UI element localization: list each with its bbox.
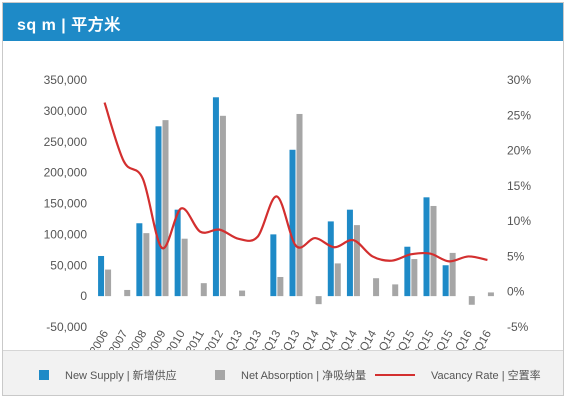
y2-tick-label: 5% <box>507 249 525 263</box>
y2-tick-label: 0% <box>507 285 525 299</box>
bar-net-absorption <box>353 225 360 297</box>
legend-item-net-absorption: Net Absorption | 净吸纳量 <box>215 367 366 383</box>
y-tick-label: 300,000 <box>44 104 88 118</box>
y-tick-label: 250,000 <box>44 135 88 149</box>
y2-tick-label: 30% <box>507 73 531 87</box>
y2-tick-label: 20% <box>507 144 531 158</box>
bar-net-absorption <box>239 290 246 297</box>
y-tick-label: 50,000 <box>50 258 87 272</box>
legend-swatch-new-supply <box>39 370 49 380</box>
bar-net-absorption <box>277 276 284 297</box>
bar-net-absorption <box>334 263 341 297</box>
vacancy-rate-line <box>103 102 488 263</box>
bar-net-absorption <box>296 113 303 297</box>
y2-tick-label: 15% <box>507 179 531 193</box>
chart-unit-title: sq m | 平方米 <box>17 17 121 34</box>
bar-new-supply <box>174 209 181 297</box>
y2-tick-label: 10% <box>507 214 531 228</box>
legend-item-vacancy-rate: Vacancy Rate | 空置率 <box>375 367 541 383</box>
bar-new-supply <box>423 197 430 297</box>
bar-new-supply <box>212 97 219 297</box>
chart-card: sq m | 平方米 -50,000 0 50,000 100,000 150,000 2… <box>2 2 564 396</box>
combo-chart: -50,000 0 50,000 100,000 150,000 200,000 250,0… <box>44 73 532 355</box>
bar-net-absorption <box>162 120 169 297</box>
bar-net-absorption <box>105 269 112 297</box>
bar-new-supply <box>327 221 334 297</box>
legend-label-net-absorption: Net Absorption | 净吸纳量 <box>241 370 367 382</box>
chart-header: sq m | 平方米 <box>3 3 563 41</box>
bar-net-absorption <box>373 278 380 297</box>
bar-net-absorption <box>392 284 399 297</box>
y2-tick-label: 25% <box>507 108 531 122</box>
bar-net-absorption <box>219 115 226 297</box>
y-tick-label: 350,000 <box>44 73 88 87</box>
legend: New Supply | 新增供应 Net Absorption | 净吸纳量 … <box>3 350 563 395</box>
legend-label-new-supply: New Supply | 新增供应 <box>65 370 177 382</box>
legend-label-vacancy-rate: Vacancy Rate | 空置率 <box>431 370 541 382</box>
y-tick-label: 100,000 <box>44 227 88 241</box>
bar-net-absorption <box>449 252 456 297</box>
bar-net-absorption <box>487 292 494 297</box>
bar-new-supply <box>155 126 162 297</box>
y-tick-label: 150,000 <box>44 197 88 211</box>
bar-net-absorption <box>200 283 207 297</box>
bar-net-absorption <box>143 233 150 297</box>
legend-line-vacancy-rate <box>375 374 415 376</box>
legend-swatch-net-absorption <box>215 370 225 380</box>
bar-new-supply <box>346 209 353 297</box>
bar-net-absorption <box>411 259 418 297</box>
bar-new-supply <box>404 246 411 297</box>
bar-new-supply <box>442 265 449 297</box>
bar-net-absorption <box>315 296 322 305</box>
bar-new-supply <box>136 223 143 297</box>
bar-net-absorption <box>181 238 188 297</box>
y-tick-label: 0 <box>80 289 87 303</box>
bar-new-supply <box>270 234 277 297</box>
bar-net-absorption <box>468 296 475 305</box>
bar-new-supply <box>289 149 296 297</box>
legend-item-new-supply: New Supply | 新增供应 <box>39 367 177 383</box>
y-tick-label: 200,000 <box>44 166 88 180</box>
bar-net-absorption <box>430 205 437 297</box>
bar-net-absorption <box>124 289 131 297</box>
bar-new-supply <box>98 255 105 297</box>
y2-tick-label: -5% <box>507 320 529 334</box>
y-tick-label: -50,000 <box>46 320 87 334</box>
